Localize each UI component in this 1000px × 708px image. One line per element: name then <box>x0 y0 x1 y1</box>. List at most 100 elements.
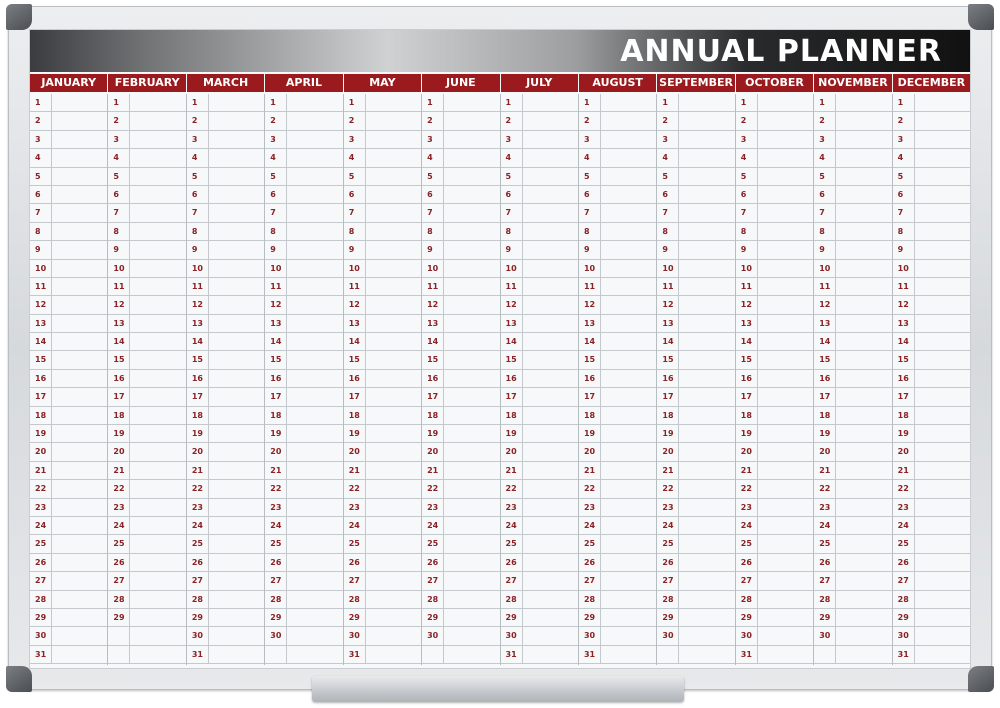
day-cell: 11 <box>500 277 578 297</box>
day-number: 11 <box>579 277 601 296</box>
day-cell: 8 <box>735 222 814 242</box>
day-number: 26 <box>30 553 52 572</box>
day-cell: 14 <box>500 333 578 352</box>
day-number: 18 <box>893 406 915 425</box>
day-cell: 1 <box>343 94 422 113</box>
day-number: 6 <box>579 185 601 204</box>
day-cell: 13 <box>578 314 657 334</box>
day-number: 16 <box>657 369 680 388</box>
day-cell: 13 <box>892 314 971 334</box>
day-number: 30 <box>422 627 445 645</box>
day-number: 16 <box>579 369 601 388</box>
day-number: 8 <box>579 222 601 241</box>
day-number: 27 <box>893 572 915 590</box>
day-number: 23 <box>30 498 52 516</box>
day-number: 1 <box>265 94 288 112</box>
day-number: 9 <box>344 241 366 259</box>
day-number <box>108 645 131 664</box>
day-number: 18 <box>736 406 758 425</box>
day-cell: 14 <box>343 333 422 352</box>
day-cell: 27 <box>657 572 735 591</box>
day-number: 27 <box>344 572 366 590</box>
day-number: 29 <box>501 608 523 627</box>
day-number: 15 <box>344 351 366 369</box>
day-cell: 9 <box>500 241 578 260</box>
day-number: 27 <box>736 572 758 590</box>
day-number: 22 <box>893 480 915 498</box>
day-number: 31 <box>30 645 52 664</box>
day-cell: 19 <box>500 425 578 444</box>
day-number: 1 <box>422 94 445 112</box>
day-cell: 5 <box>735 167 814 186</box>
day-number: 28 <box>422 590 445 608</box>
month-column-april: 1 2 3 4 5 6 7 8 9 10 11 12 13 14 15 16 17 18 19 20 21 22 23 24 2… <box>265 94 344 665</box>
day-number: 5 <box>187 167 209 185</box>
day-number: 5 <box>736 167 758 185</box>
day-cell: 23 <box>814 498 892 517</box>
day-number: 19 <box>814 425 837 443</box>
day-number: 10 <box>501 259 523 277</box>
day-number: 17 <box>422 388 445 406</box>
day-cell: 21 <box>265 461 343 481</box>
day-cell: 14 <box>735 333 814 352</box>
day-cell: 7 <box>735 204 814 223</box>
day-cell: 21 <box>422 461 500 481</box>
day-number: 2 <box>893 112 915 130</box>
day-cell: 24 <box>108 516 186 536</box>
day-number: 19 <box>422 425 445 443</box>
day-number: 30 <box>893 627 915 645</box>
day-cell: 12 <box>343 296 422 315</box>
month-column-october: 1 2 3 4 5 6 7 8 9 10 11 12 13 14 15 16 17 18 19 20 21 22 23 24 2… <box>735 94 815 665</box>
day-cell: 26 <box>422 553 500 573</box>
day-cell: 18 <box>108 406 186 426</box>
day-cell: 29 <box>186 608 265 628</box>
day-number: 6 <box>893 185 915 204</box>
day-number: 27 <box>579 572 601 590</box>
day-number: 11 <box>265 277 288 296</box>
day-cell: 20 <box>735 443 814 462</box>
day-number: 15 <box>736 351 758 369</box>
day-cell: 30 <box>30 627 108 646</box>
day-cell: 2 <box>108 112 186 131</box>
day-cell: 25 <box>265 535 343 554</box>
month-column-september: 1 2 3 4 5 6 7 8 9 10 11 12 13 14 15 16 17 18 19 20 21 22 23 24 2… <box>657 94 736 665</box>
day-number: 19 <box>30 425 52 443</box>
day-number: 30 <box>501 627 523 645</box>
day-number: 3 <box>736 130 758 149</box>
day-cell: 14 <box>422 333 500 352</box>
day-number: 15 <box>187 351 209 369</box>
day-cell: 17 <box>578 388 657 407</box>
day-cell: 10 <box>343 259 422 278</box>
day-number: 14 <box>30 333 52 351</box>
day-cell: 31 <box>892 645 971 665</box>
day-number: 12 <box>187 296 209 314</box>
day-cell: 1 <box>422 94 500 113</box>
day-cell: 12 <box>265 296 343 315</box>
day-cell: 4 <box>578 149 657 168</box>
day-cell: 12 <box>578 296 657 315</box>
day-number: 29 <box>893 608 915 627</box>
day-cell: 5 <box>892 167 971 186</box>
day-cell: 14 <box>30 333 108 352</box>
day-cell: 5 <box>657 167 735 186</box>
day-number: 8 <box>893 222 915 241</box>
day-cell: 15 <box>657 351 735 370</box>
day-number: 13 <box>422 314 445 333</box>
day-cell: 20 <box>265 443 343 462</box>
day-cell: 15 <box>108 351 186 370</box>
day-number: 6 <box>265 185 288 204</box>
day-cell: 13 <box>265 314 343 334</box>
day-cell: 4 <box>265 149 343 168</box>
day-number: 20 <box>657 443 680 461</box>
day-number <box>108 627 131 645</box>
day-number: 1 <box>187 94 209 112</box>
day-number <box>657 645 680 664</box>
day-cell: 16 <box>30 369 108 389</box>
day-number: 9 <box>265 241 288 259</box>
day-cell: 10 <box>578 259 657 278</box>
day-cell: 16 <box>892 369 971 389</box>
day-cell: 12 <box>735 296 814 315</box>
day-number: 13 <box>344 314 366 333</box>
day-number: 31 <box>579 645 601 664</box>
day-number: 28 <box>657 590 680 608</box>
